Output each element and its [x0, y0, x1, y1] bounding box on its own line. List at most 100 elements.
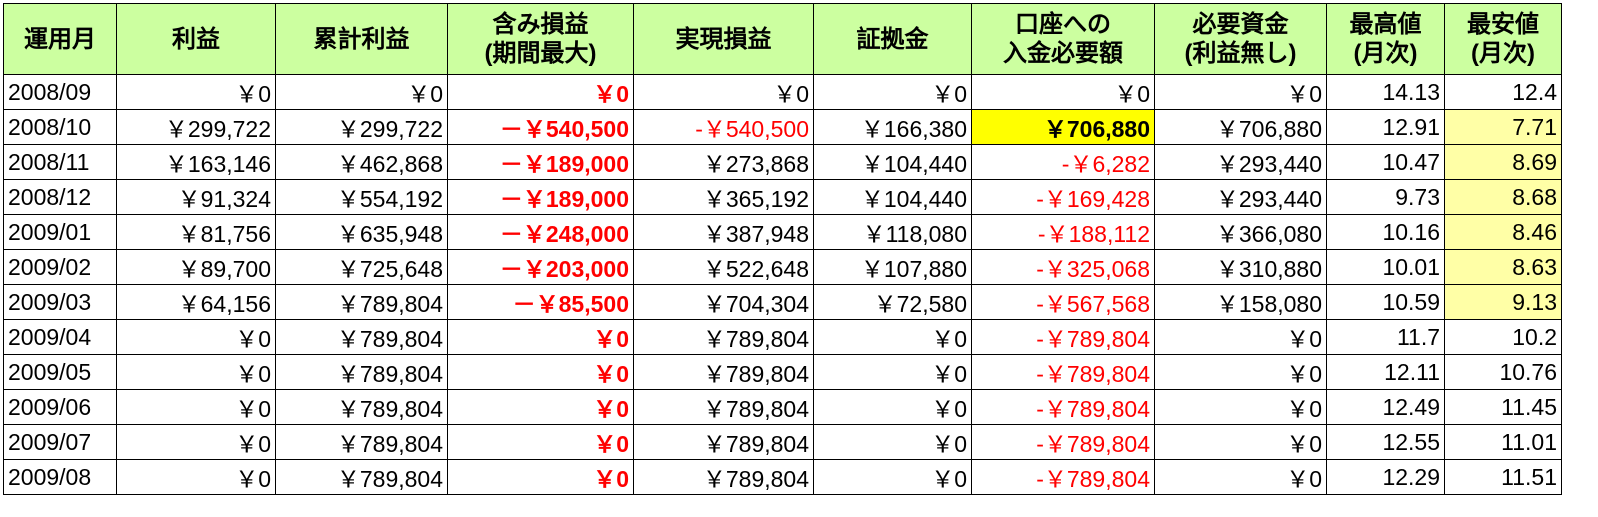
cell-cumulative-profit: ￥789,804: [275, 354, 448, 390]
cell-realized-pl: ￥0: [633, 74, 814, 110]
cell-margin: ￥104,440: [813, 179, 972, 215]
cell-deposit-needed: ￥706,880: [971, 109, 1155, 145]
cell-realized-pl: ￥704,304: [633, 284, 814, 320]
cell-cumulative-profit: ￥789,804: [275, 424, 448, 460]
cell-month: 2009/02: [3, 249, 117, 285]
table-row: 2009/03 ￥64,156 ￥789,804 －￥85,500 ￥704,304 ￥7…: [3, 284, 1562, 320]
cell-high: 12.91: [1326, 109, 1445, 145]
table-row: 2009/07 ￥0 ￥789,804 ￥0 ￥789,804 ￥0 -￥789,804 ￥0…: [3, 424, 1562, 460]
cell-low: 10.2: [1444, 319, 1562, 355]
cell-deposit-needed: -￥188,112: [971, 214, 1155, 250]
cell-profit: ￥0: [116, 319, 276, 355]
cell-high: 11.7: [1326, 319, 1445, 355]
cell-low: 8.69: [1444, 144, 1562, 180]
cell-margin: ￥72,580: [813, 284, 972, 320]
cell-cumulative-profit: ￥789,804: [275, 459, 448, 495]
header-low: 最安値 (月次): [1444, 3, 1562, 75]
cell-realized-pl: ￥789,804: [633, 459, 814, 495]
table-row: 2008/09 ￥0 ￥0 ￥0 ￥0 ￥0 ￥0 ￥0 14.13 12.4: [3, 74, 1562, 110]
cell-low: 11.51: [1444, 459, 1562, 495]
cell-month: 2008/12: [3, 179, 117, 215]
header-month: 運用月: [3, 3, 117, 75]
cell-low: 12.4: [1444, 74, 1562, 110]
cell-margin: ￥0: [813, 389, 972, 425]
cell-unrealized-pl: ￥0: [447, 424, 634, 460]
cell-required-funds: ￥0: [1154, 424, 1327, 460]
cell-realized-pl: ￥365,192: [633, 179, 814, 215]
cell-required-funds: ￥310,880: [1154, 249, 1327, 285]
cell-required-funds: ￥0: [1154, 459, 1327, 495]
header-row: 運用月 利益 累計利益 含み損益 (期間最大) 実現損益 証拠金 口座への 入金…: [3, 3, 1562, 75]
cell-deposit-needed: -￥789,804: [971, 389, 1155, 425]
cell-cumulative-profit: ￥789,804: [275, 319, 448, 355]
cell-margin: ￥0: [813, 459, 972, 495]
cell-month: 2008/10: [3, 109, 117, 145]
cell-margin: ￥0: [813, 424, 972, 460]
cell-month: 2009/06: [3, 389, 117, 425]
cell-required-funds: ￥158,080: [1154, 284, 1327, 320]
cell-profit: ￥0: [116, 424, 276, 460]
cell-profit: ￥0: [116, 354, 276, 390]
cell-unrealized-pl: －￥85,500: [447, 284, 634, 320]
cell-cumulative-profit: ￥789,804: [275, 284, 448, 320]
cell-low: 8.68: [1444, 179, 1562, 215]
header-high: 最高値 (月次): [1326, 3, 1445, 75]
cell-cumulative-profit: ￥462,868: [275, 144, 448, 180]
cell-unrealized-pl: －￥189,000: [447, 179, 634, 215]
header-realized-pl: 実現損益: [633, 3, 814, 75]
cell-cumulative-profit: ￥725,648: [275, 249, 448, 285]
cell-realized-pl: ￥387,948: [633, 214, 814, 250]
cell-unrealized-pl: －￥203,000: [447, 249, 634, 285]
cell-month: 2009/07: [3, 424, 117, 460]
cell-low: 7.71: [1444, 109, 1562, 145]
cell-profit: ￥91,324: [116, 179, 276, 215]
header-profit: 利益: [116, 3, 276, 75]
cell-deposit-needed: -￥6,282: [971, 144, 1155, 180]
cell-high: 12.11: [1326, 354, 1445, 390]
cell-margin: ￥107,880: [813, 249, 972, 285]
cell-unrealized-pl: ￥0: [447, 354, 634, 390]
cell-deposit-needed: -￥789,804: [971, 354, 1155, 390]
cell-margin: ￥0: [813, 319, 972, 355]
header-margin: 証拠金: [813, 3, 972, 75]
cell-cumulative-profit: ￥635,948: [275, 214, 448, 250]
cell-margin: ￥0: [813, 354, 972, 390]
cell-high: 10.47: [1326, 144, 1445, 180]
cell-profit: ￥0: [116, 459, 276, 495]
cell-profit: ￥89,700: [116, 249, 276, 285]
table-row: 2008/10 ￥299,722 ￥299,722 －￥540,500 -￥540,50…: [3, 109, 1562, 145]
results-table: 運用月 利益 累計利益 含み損益 (期間最大) 実現損益 証拠金 口座への 入金…: [3, 3, 1562, 495]
cell-profit: ￥81,756: [116, 214, 276, 250]
cell-cumulative-profit: ￥299,722: [275, 109, 448, 145]
cell-unrealized-pl: －￥248,000: [447, 214, 634, 250]
cell-realized-pl: ￥273,868: [633, 144, 814, 180]
cell-cumulative-profit: ￥554,192: [275, 179, 448, 215]
cell-low: 11.45: [1444, 389, 1562, 425]
cell-margin: ￥118,080: [813, 214, 972, 250]
cell-high: 10.59: [1326, 284, 1445, 320]
cell-month: 2009/03: [3, 284, 117, 320]
table-row: 2009/05 ￥0 ￥789,804 ￥0 ￥789,804 ￥0 -￥789,804 ￥0…: [3, 354, 1562, 390]
cell-high: 9.73: [1326, 179, 1445, 215]
header-cumulative-profit: 累計利益: [275, 3, 448, 75]
cell-unrealized-pl: －￥189,000: [447, 144, 634, 180]
cell-required-funds: ￥0: [1154, 389, 1327, 425]
cell-margin: ￥166,380: [813, 109, 972, 145]
cell-month: 2009/04: [3, 319, 117, 355]
cell-month: 2009/01: [3, 214, 117, 250]
cell-profit: ￥64,156: [116, 284, 276, 320]
header-deposit-needed: 口座への 入金必要額: [971, 3, 1155, 75]
cell-month: 2009/05: [3, 354, 117, 390]
cell-deposit-needed: -￥789,804: [971, 424, 1155, 460]
table-row: 2009/04 ￥0 ￥789,804 ￥0 ￥789,804 ￥0 -￥789,804 ￥0…: [3, 319, 1562, 355]
cell-realized-pl: ￥789,804: [633, 319, 814, 355]
cell-realized-pl: ￥789,804: [633, 424, 814, 460]
header-unrealized-pl: 含み損益 (期間最大): [447, 3, 634, 75]
cell-high: 12.49: [1326, 389, 1445, 425]
cell-high: 12.29: [1326, 459, 1445, 495]
table-row: 2008/11 ￥163,146 ￥462,868 －￥189,000 ￥273,868…: [3, 144, 1562, 180]
cell-deposit-needed: -￥789,804: [971, 319, 1155, 355]
cell-required-funds: ￥366,080: [1154, 214, 1327, 250]
cell-margin: ￥0: [813, 74, 972, 110]
table-row: 2009/02 ￥89,700 ￥725,648 －￥203,000 ￥522,648 ￥…: [3, 249, 1562, 285]
